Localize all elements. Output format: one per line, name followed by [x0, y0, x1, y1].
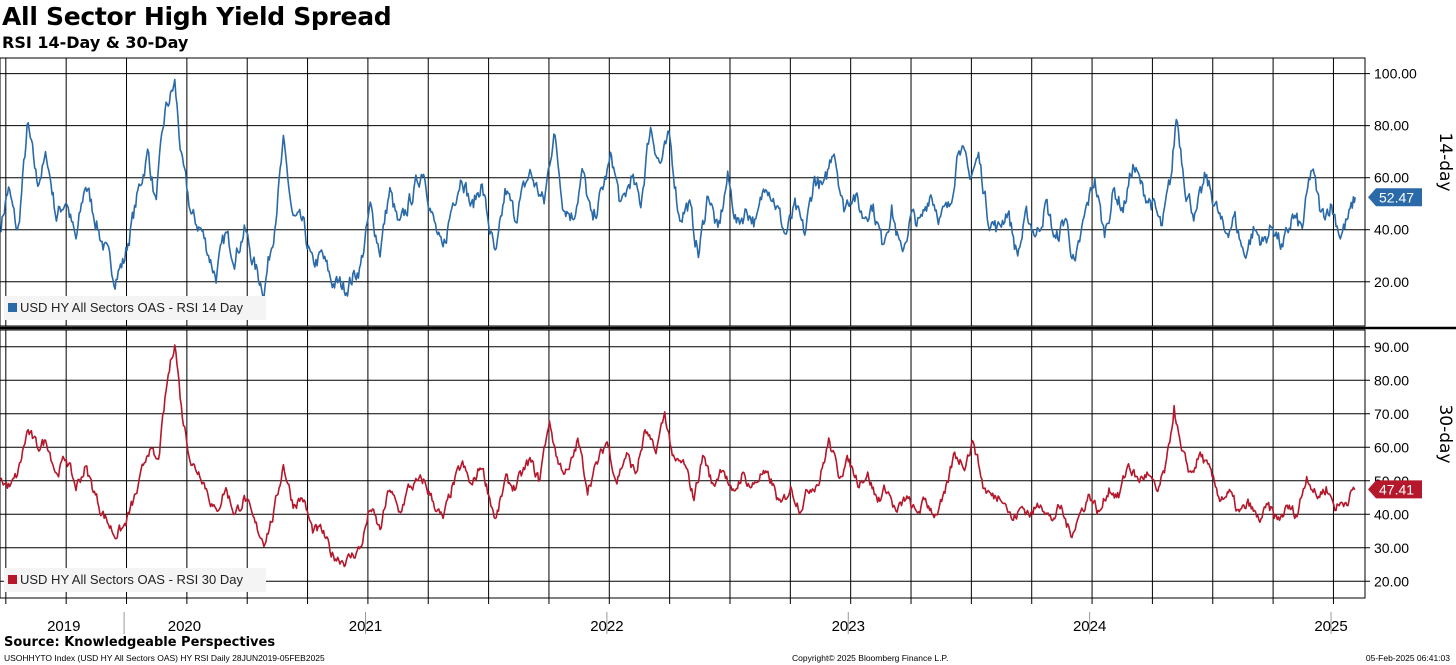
series-line-rsi14 [0, 78, 1356, 299]
copyright-note: Copyright© 2025 Bloomberg Finance L.P. [792, 653, 949, 663]
axis-layer: 20.00 40.00 60.00 80.00 100.00 52.47 14-day 20.… [0, 66, 1456, 635]
legend-box-rsi14 [4, 296, 266, 320]
legend-layer: USD HY All Sectors OAS - RSI 14 Day USD H… [4, 296, 266, 592]
y-tick-label: 40.00 [1374, 222, 1409, 238]
timestamp: 05-Feb-2025 06:41:03 [1365, 653, 1450, 663]
x-year-label: 2023 [832, 618, 865, 635]
y-tick-label: 80.00 [1374, 118, 1409, 134]
legend-label-rsi30: USD HY All Sectors OAS - RSI 30 Day [20, 572, 243, 587]
plot-frame-rsi30 [0, 329, 1366, 599]
x-year-label: 2024 [1073, 618, 1106, 635]
series-layer [0, 78, 1356, 568]
last-value-tag-rsi14 [1368, 188, 1422, 207]
x-year-label: 2025 [1314, 618, 1347, 635]
y-tick-label: 100.00 [1374, 66, 1417, 82]
y-tick-label: 90.00 [1374, 339, 1409, 355]
x-year-label: 2019 [47, 618, 80, 635]
legend-label-rsi14: USD HY All Sectors OAS - RSI 14 Day [20, 300, 243, 315]
series-line-rsi30 [0, 344, 1356, 568]
legend-box-rsi30 [4, 568, 266, 592]
y-tick-label: 60.00 [1374, 170, 1409, 186]
side-label-rsi30: 30-day [1435, 404, 1455, 463]
y-tick-label: 60.00 [1374, 439, 1409, 455]
y-tick-label: 20.00 [1374, 573, 1409, 589]
x-year-label: 2020 [168, 618, 201, 635]
last-value-text-rsi30: 47.41 [1379, 481, 1414, 497]
y-tick-label: 80.00 [1374, 372, 1409, 388]
y-tick-label: 30.00 [1374, 540, 1409, 556]
plot-frame-rsi14 [0, 57, 1366, 327]
side-label-rsi14: 14-day [1435, 132, 1455, 191]
last-value-tag-rsi30 [1368, 480, 1422, 499]
index-info: USOHHYTO Index (USD HY All Sectors OAS) … [4, 653, 325, 663]
last-value-text-rsi14: 52.47 [1379, 189, 1414, 205]
legend-swatch-rsi14 [8, 303, 17, 312]
x-year-label: 2021 [349, 618, 382, 635]
y-tick-label: 70.00 [1374, 406, 1409, 422]
chart-subtitle: RSI 14-Day & 30-Day [2, 33, 189, 52]
x-year-label: 2022 [590, 618, 623, 635]
y-tick-label: 40.00 [1374, 506, 1409, 522]
source-note: Source: Knowledgeable Perspectives [4, 635, 276, 650]
chart-title: All Sector High Yield Spread [2, 2, 392, 31]
y-tick-label: 20.00 [1374, 274, 1409, 290]
legend-swatch-rsi30 [8, 575, 17, 584]
grid-layer [0, 57, 1366, 599]
